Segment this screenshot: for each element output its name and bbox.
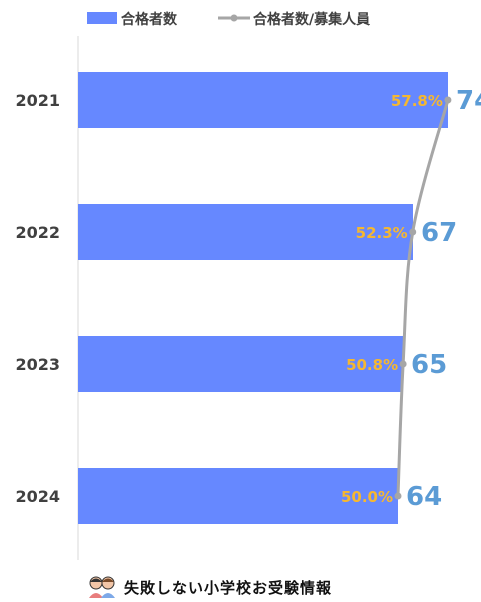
ratio-marker — [409, 228, 417, 236]
category-label: 2024 — [15, 487, 60, 506]
footer-text: 失敗しない小学校お受験情報 — [124, 578, 333, 597]
ratio-marker — [444, 96, 452, 104]
ratio-value-label: 50.8% — [346, 356, 398, 374]
bar — [78, 336, 403, 392]
two-children-avatar-icon — [89, 576, 115, 598]
bar-value-label: 64 — [406, 482, 442, 512]
ratio-value-label: 50.0% — [341, 488, 393, 506]
ratio-marker — [394, 492, 402, 500]
bar-value-label: 65 — [411, 350, 447, 380]
legend-label-bar: 合格者数 — [121, 11, 178, 28]
bar — [78, 204, 413, 260]
legend-label-line: 合格者数/募集人員 — [253, 11, 370, 28]
footer: 失敗しない小学校お受験情報 — [88, 572, 332, 602]
bar-value-label: 67 — [421, 218, 457, 248]
ratio-line — [396, 99, 450, 497]
chart: 合格者数 合格者数/募集人員 74 67 65 64 2021 2022 2023 2024… — [15, 11, 481, 560]
bar-value-label: 74 — [456, 86, 481, 116]
legend-swatch-marker — [230, 14, 238, 22]
bar — [78, 72, 448, 128]
legend: 合格者数 合格者数/募集人員 — [87, 11, 370, 28]
bar — [78, 468, 398, 524]
ratio-marker — [399, 360, 407, 368]
legend-swatch-bar — [87, 12, 117, 24]
category-label: 2023 — [15, 355, 60, 374]
category-label: 2022 — [15, 223, 60, 242]
category-label: 2021 — [15, 91, 60, 110]
ratio-value-label: 52.3% — [356, 224, 408, 242]
ratio-value-label: 57.8% — [391, 92, 443, 110]
